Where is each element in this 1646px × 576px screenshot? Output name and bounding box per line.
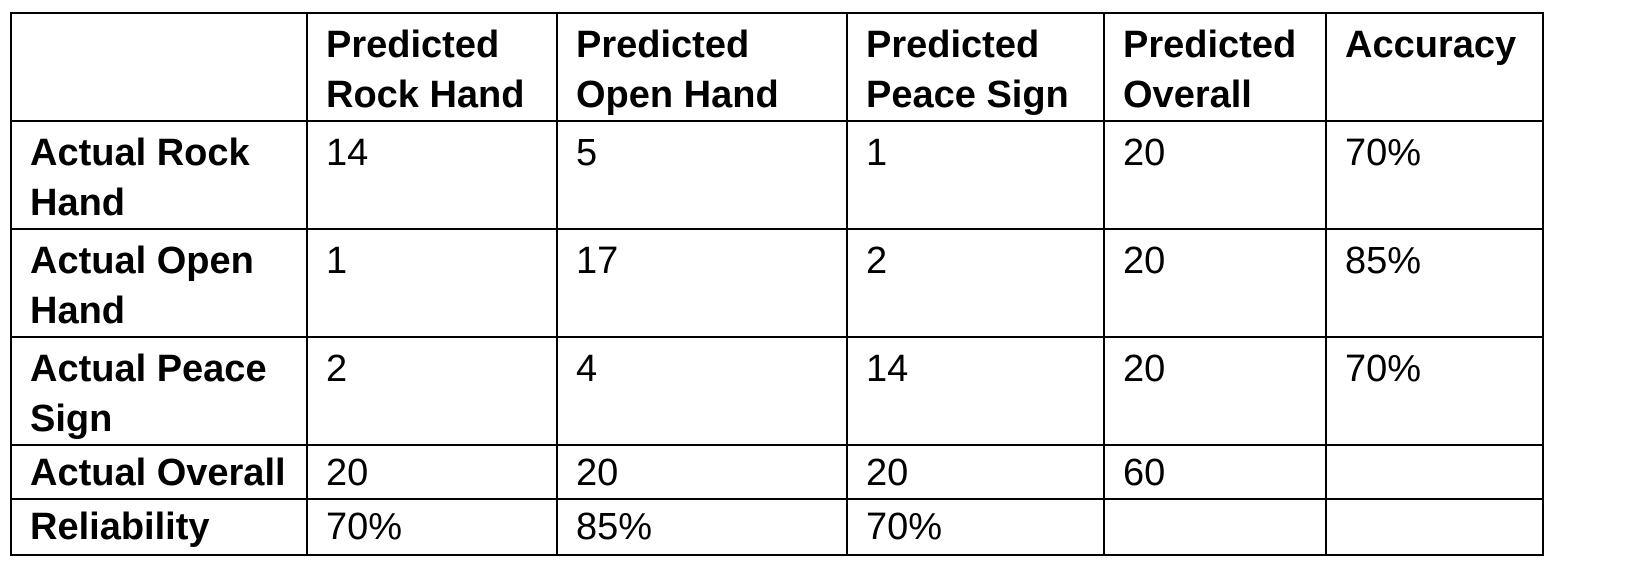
cell-value: 20 xyxy=(556,444,848,500)
header-accuracy: Accuracy xyxy=(1325,12,1544,122)
confusion-matrix-table: Predicted Rock Hand Predicted Open Hand … xyxy=(10,12,1544,556)
header-row: Predicted Rock Hand Predicted Open Hand … xyxy=(10,12,1544,122)
corner-cell xyxy=(10,12,308,122)
header-predicted-peace-sign: Predicted Peace Sign xyxy=(846,12,1105,122)
cell-reliability: 85% xyxy=(556,498,848,556)
cell-value: 60 xyxy=(1103,444,1327,500)
cell-accuracy: 70% xyxy=(1325,120,1544,230)
cell-value: 5 xyxy=(556,120,848,230)
cell-accuracy: 85% xyxy=(1325,228,1544,338)
header-predicted-rock-hand: Predicted Rock Hand xyxy=(306,12,558,122)
row-label-reliability: Reliability xyxy=(10,498,308,556)
row-label-actual-rock-hand: Actual Rock Hand xyxy=(10,120,308,230)
cell-reliability: 70% xyxy=(846,498,1105,556)
cell-value: 20 xyxy=(1103,120,1327,230)
cell-value: 2 xyxy=(306,336,558,446)
row-label-actual-overall: Actual Overall xyxy=(10,444,308,500)
table-row: Reliability 70% 85% 70% xyxy=(10,498,1544,556)
table-row: Actual Rock Hand 14 5 1 20 70% xyxy=(10,120,1544,230)
header-predicted-open-hand: Predicted Open Hand xyxy=(556,12,848,122)
header-predicted-overall: Predicted Overall xyxy=(1103,12,1327,122)
cell-value: 20 xyxy=(1103,228,1327,338)
cell-value: 20 xyxy=(1103,336,1327,446)
table-row: Actual Open Hand 1 17 2 20 85% xyxy=(10,228,1544,338)
cell-value: 17 xyxy=(556,228,848,338)
cell-value: 14 xyxy=(306,120,558,230)
cell-value: 20 xyxy=(846,444,1105,500)
table-row: Actual Overall 20 20 20 60 xyxy=(10,444,1544,500)
row-label-actual-peace-sign: Actual Peace Sign xyxy=(10,336,308,446)
cell-accuracy xyxy=(1325,444,1544,500)
cell-value: 20 xyxy=(306,444,558,500)
row-label-actual-open-hand: Actual Open Hand xyxy=(10,228,308,338)
cell-value: 1 xyxy=(846,120,1105,230)
cell-accuracy xyxy=(1325,498,1544,556)
cell-value: 4 xyxy=(556,336,848,446)
cell-accuracy: 70% xyxy=(1325,336,1544,446)
table-row: Actual Peace Sign 2 4 14 20 70% xyxy=(10,336,1544,446)
cell-reliability: 70% xyxy=(306,498,558,556)
cell-value: 14 xyxy=(846,336,1105,446)
cell-value: 2 xyxy=(846,228,1105,338)
cell-value xyxy=(1103,498,1327,556)
cell-value: 1 xyxy=(306,228,558,338)
